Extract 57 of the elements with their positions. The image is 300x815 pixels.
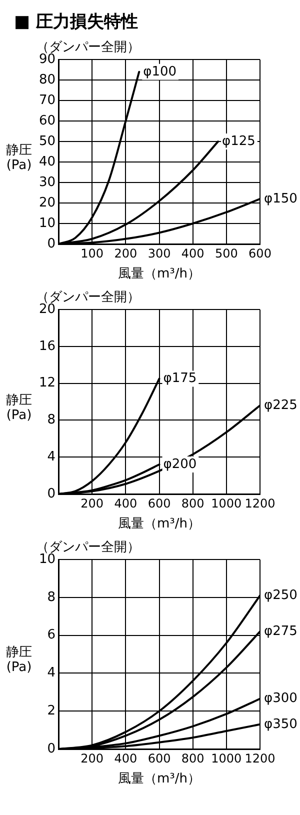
x-tick-label: 200 xyxy=(114,246,138,260)
x-tick-label: 800 xyxy=(181,496,204,510)
series-label: φ275 xyxy=(264,624,298,639)
y-axis-title: 静圧(Pa) xyxy=(5,645,33,675)
x-axis-title: 風量（m³/h） xyxy=(118,772,201,787)
x-tick-label: 400 xyxy=(181,246,204,260)
y-tick-label: 4 xyxy=(47,449,56,464)
y-tick-label: 12 xyxy=(38,376,56,391)
y-tick-label: 40 xyxy=(38,154,56,170)
series-label: φ150 xyxy=(264,191,298,206)
y-tick-label: 20 xyxy=(38,195,56,210)
y-tick-label: 10 xyxy=(38,216,56,231)
y-axis-title: 静圧(Pa) xyxy=(5,393,33,423)
x-tick-label: 1000 xyxy=(211,496,242,510)
y-tick-label: 80 xyxy=(38,72,56,88)
series-label: φ100 xyxy=(143,64,177,80)
y-tick-label: 50 xyxy=(38,134,56,149)
series-label: φ350 xyxy=(264,716,298,732)
x-tick-label: 100 xyxy=(80,246,104,260)
y-tick-label: 30 xyxy=(38,174,56,190)
x-tick-label: 1200 xyxy=(244,751,276,766)
y-tick-label: 8 xyxy=(47,412,56,428)
series-label: φ200 xyxy=(163,456,197,472)
x-tick-label: 600 xyxy=(148,496,171,510)
x-axis-title: 風量（m³/h） xyxy=(118,516,201,532)
x-tick-label: 300 xyxy=(148,246,171,260)
y-tick-label: 20 xyxy=(38,302,56,317)
x-tick-label: 1000 xyxy=(211,751,242,766)
y-tick-label: 90 xyxy=(38,52,56,67)
y-tick-label: 2 xyxy=(47,703,56,718)
x-tick-label: 800 xyxy=(181,751,204,766)
x-tick-label: 600 xyxy=(148,751,171,766)
series-label: φ250 xyxy=(264,588,298,603)
y-tick-label: 4 xyxy=(47,666,56,681)
y-tick-label: 0 xyxy=(47,741,56,756)
y-tick-label: 16 xyxy=(38,338,56,354)
y-tick-label: 0 xyxy=(47,486,56,502)
series-label: φ125 xyxy=(222,134,256,149)
series-label: φ175 xyxy=(163,371,197,386)
chart-title: ■ 圧力損失特性 xyxy=(13,11,139,34)
x-tick-label: 200 xyxy=(80,751,104,766)
x-tick-label: 200 xyxy=(80,496,104,510)
x-axis-title: 風量（m³/h） xyxy=(118,266,201,282)
y-tick-label: 60 xyxy=(38,113,56,128)
x-tick-label: 400 xyxy=(114,751,138,766)
y-tick-label: 0 xyxy=(47,236,56,252)
x-tick-label: 600 xyxy=(248,246,272,260)
series-label: φ225 xyxy=(264,398,298,413)
y-tick-label: 6 xyxy=(47,628,56,643)
x-tick-label: 500 xyxy=(214,246,238,260)
series-label: φ300 xyxy=(264,691,298,706)
x-tick-label: 400 xyxy=(114,496,138,510)
y-tick-label: 70 xyxy=(38,92,56,108)
y-axis-title: 静圧(Pa) xyxy=(5,143,33,173)
y-tick-label: 10 xyxy=(38,552,56,567)
y-tick-label: 8 xyxy=(47,590,56,605)
x-tick-label: 1200 xyxy=(244,496,276,510)
